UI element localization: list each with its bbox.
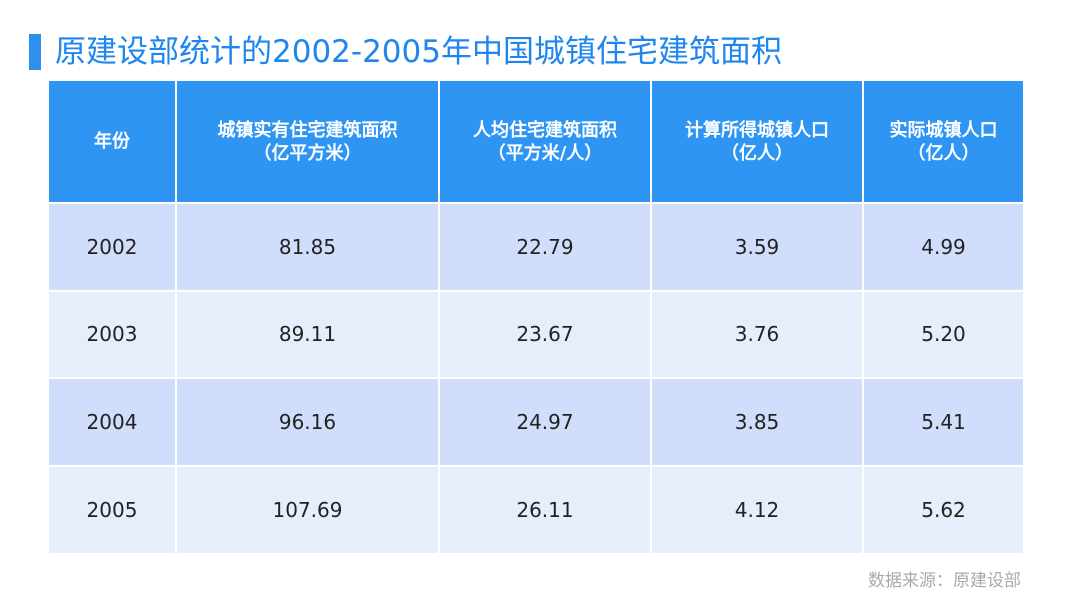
year-cell: 2004 bbox=[49, 378, 177, 466]
value-cell: 3.59 bbox=[651, 203, 864, 291]
column-header-line: （亿平方米） bbox=[253, 142, 362, 164]
source-note: 数据来源：原建设部 bbox=[868, 571, 1021, 591]
data-table-container: 年份 城镇实有住宅建筑面积 （亿平方米） 人均住宅建筑面积 （平方米/人） 计算所得城镇人… bbox=[49, 81, 1023, 553]
table-body: 2002 81.85 22.79 3.59 4.99 2003 89.11 23.67 3.76… bbox=[49, 203, 1023, 553]
column-header-1: 城镇实有住宅建筑面积 （亿平方米） bbox=[176, 81, 440, 203]
column-header-line: 人均住宅建筑面积 bbox=[473, 119, 617, 141]
page-title: 原建设部统计的2002-2005年中国城镇住宅建筑面积 bbox=[55, 34, 782, 70]
year-cell: 2003 bbox=[49, 290, 177, 378]
column-header-line: 城镇实有住宅建筑面积 bbox=[217, 119, 398, 141]
value-cell: 81.85 bbox=[176, 203, 440, 291]
value-cell: 96.16 bbox=[176, 378, 440, 466]
column-header-line: 年份 bbox=[94, 131, 130, 152]
title-accent-bar bbox=[29, 34, 41, 70]
value-cell: 24.97 bbox=[439, 378, 652, 466]
value-cell: 89.11 bbox=[176, 290, 440, 378]
column-header-line: 计算所得城镇人口 bbox=[685, 119, 829, 141]
value-cell: 5.62 bbox=[863, 465, 1023, 553]
year-cell: 2002 bbox=[49, 203, 177, 291]
table-header-row: 年份 城镇实有住宅建筑面积 （亿平方米） 人均住宅建筑面积 （平方米/人） 计算所得城镇人… bbox=[49, 81, 1023, 203]
value-cell: 5.41 bbox=[863, 378, 1023, 466]
value-cell: 22.79 bbox=[439, 203, 652, 291]
table-row: 2005 107.69 26.11 4.12 5.62 bbox=[49, 465, 1023, 553]
value-cell: 4.12 bbox=[651, 465, 864, 553]
value-cell: 3.85 bbox=[651, 378, 864, 466]
column-header-2: 人均住宅建筑面积 （平方米/人） bbox=[439, 81, 652, 203]
table-row: 2002 81.85 22.79 3.59 4.99 bbox=[49, 203, 1023, 291]
column-header-line: （亿人） bbox=[907, 142, 980, 164]
column-header-3: 计算所得城镇人口 （亿人） bbox=[651, 81, 864, 203]
value-cell: 4.99 bbox=[863, 203, 1023, 291]
column-header-0: 年份 bbox=[49, 81, 177, 203]
value-cell: 3.76 bbox=[651, 290, 864, 378]
value-cell: 107.69 bbox=[176, 465, 440, 553]
column-header-4: 实际城镇人口 （亿人） bbox=[863, 81, 1023, 203]
column-header-line: （亿人） bbox=[721, 142, 793, 164]
table-row: 2004 96.16 24.97 3.85 5.41 bbox=[49, 378, 1023, 466]
data-table: 年份 城镇实有住宅建筑面积 （亿平方米） 人均住宅建筑面积 （平方米/人） 计算所得城镇人… bbox=[49, 81, 1023, 553]
column-header-line: （平方米/人） bbox=[487, 142, 603, 164]
column-header-line: 实际城镇人口 bbox=[889, 119, 998, 141]
value-cell: 23.67 bbox=[439, 290, 652, 378]
title-bar: 原建设部统计的2002-2005年中国城镇住宅建筑面积 bbox=[29, 33, 782, 71]
table-row: 2003 89.11 23.67 3.76 5.20 bbox=[49, 290, 1023, 378]
year-cell: 2005 bbox=[49, 465, 177, 553]
value-cell: 5.20 bbox=[863, 290, 1023, 378]
value-cell: 26.11 bbox=[439, 465, 652, 553]
